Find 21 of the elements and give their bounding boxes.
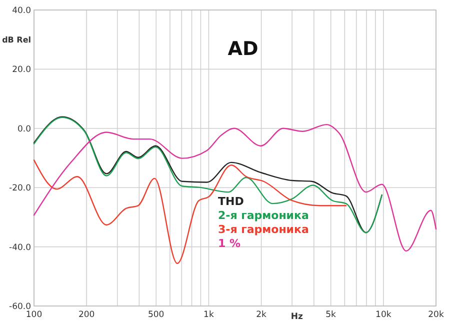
x-tick-label: 500 [148, 310, 164, 320]
x-tick-label: 20k [428, 310, 444, 320]
y-tick-label: -60.0 [9, 302, 31, 312]
text: 1 % [218, 237, 241, 250]
series-label: THD [218, 195, 244, 208]
y-tick-label: 20.0 [12, 65, 31, 76]
x-tick-label: 200 [78, 310, 95, 320]
text: AD [228, 38, 258, 60]
y-tick-label: 40.0 [12, 6, 31, 16]
y-axis-title: dB Rel [2, 35, 32, 44]
x-tick-label: 10k [376, 310, 392, 320]
series-label: 2-я гармоника [218, 209, 309, 222]
x-tick-label: 2k [256, 310, 267, 320]
series-label: 3-я гармоника [218, 223, 309, 236]
x-tick-label: 1k [204, 310, 214, 320]
y-tick-label: 0.0 [17, 124, 31, 134]
x-tick-label: 100 [26, 310, 42, 320]
x-axis-title: Hz [290, 312, 304, 322]
x-tick-label: 5k [326, 310, 336, 320]
y-tick-label: -40.0 [9, 242, 31, 253]
y-tick-label: -20.0 [9, 184, 31, 194]
